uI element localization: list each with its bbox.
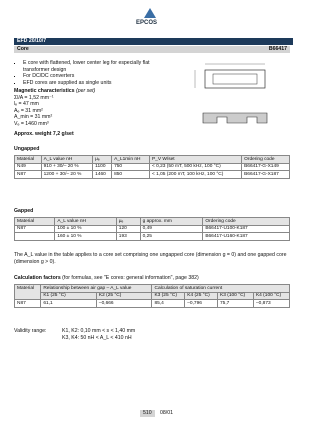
th: K4 (100 °C) (252, 291, 291, 301)
product: EFD 20/10/7 (17, 38, 47, 44)
note: (for formulas, see "E cores: general inf… (62, 275, 199, 281)
td: N87 (13, 224, 56, 234)
th: Material (14, 155, 42, 164)
heading: Gapped (14, 208, 34, 214)
magnetic: Magnetic characteristics (per set) Σl/A … (14, 88, 95, 137)
td: –0,666 (95, 299, 153, 308)
th: μₑ (115, 217, 141, 226)
logo-mark (144, 8, 156, 18)
td: 160 ± 10 % (54, 232, 117, 241)
td: 120 (115, 224, 141, 234)
validity-line: K3, K4: 50 nH < A_L < 410 nH (62, 334, 132, 341)
heading: Ungapped (14, 146, 40, 152)
td: B66417-G-X187 (241, 170, 290, 179)
calc-heading: Calculation factors (for formulas, see "… (14, 275, 290, 282)
td: 85,4 (151, 299, 186, 308)
td: 0,49 (139, 224, 204, 234)
validity-label: Validity range: (14, 328, 47, 334)
bullet: For DC/DC converters (23, 73, 173, 80)
td: 75,7 (217, 299, 254, 308)
th: A_L1min nH (111, 155, 150, 164)
param: Vₑ = 1460 mm³ (14, 120, 49, 127)
td: B66417-U100-K187 (202, 224, 290, 234)
td: B66417-G-X149 (241, 162, 290, 172)
th: Ordering code (241, 155, 290, 164)
note: The A_L value in the table applies to a … (14, 252, 287, 265)
heading: Calculation factors (14, 275, 61, 281)
bullet: E core with flattened, lower center leg … (23, 60, 173, 73)
td: –0,873 (252, 299, 291, 308)
td: 1200 + 30/– 20 % (40, 170, 94, 179)
td: < 0,23 (50 mT, 500 kHz, 100 °C) (148, 162, 243, 172)
td: B66417-U160-K187 (202, 232, 290, 241)
th: P_V W/set (148, 155, 243, 164)
th: Material (13, 217, 56, 226)
bullet: EFD cores are supplied as single units (23, 80, 173, 87)
th: Relationship between air gap – A_L value (40, 284, 153, 293)
page-number: 510 (140, 410, 155, 417)
td: –0,796 (184, 299, 219, 308)
td: 750 (111, 162, 150, 172)
core-drawing (194, 63, 268, 124)
td: 910 + 30/– 20 % (40, 162, 94, 172)
td: 61,1 (40, 299, 97, 308)
td: N87 (14, 170, 42, 179)
gapped-table: Material A_L value nH μₑ g approx. mm Orderi… (13, 217, 290, 241)
th: K4 (25 °C) (184, 291, 219, 301)
logo: EPCOS (130, 6, 170, 26)
param: A_min = 31 mm² (14, 114, 53, 121)
param: Σl/A = 1,52 mm⁻¹ (14, 94, 54, 101)
td: 850 (111, 170, 150, 179)
product-bar: EFD 20/10/7 (14, 38, 293, 45)
th: A_L value nH (40, 155, 94, 164)
th: μₑ (92, 155, 113, 164)
validity-line: K1, K2: 0,10 mm < s < 1,40 mm (62, 328, 136, 334)
td: < 1,05 (200 mT, 100 kHz, 100 °C) (148, 170, 243, 179)
th: Material (13, 283, 42, 301)
logo-text: EPCOS (136, 20, 158, 26)
th: K1 (25 °C) (40, 291, 97, 301)
param: Aₑ = 31 mm² (14, 107, 43, 114)
td: N49 (14, 162, 42, 172)
th: K3 (25 °C) (151, 291, 186, 301)
date: 08/01 (160, 410, 173, 416)
calc-table: Material Relationship between air gap – A… (13, 283, 291, 308)
td: 193 (115, 232, 141, 241)
th: Ordering code (202, 217, 290, 226)
param: lₑ = 47 mm (14, 101, 39, 108)
heading: Magnetic characteristics (14, 88, 75, 94)
th: g approx. mm (139, 217, 204, 226)
bullets: E core with flattened, lower center leg … (14, 60, 173, 86)
th: Calculation of saturation current (151, 284, 290, 293)
section: Core (17, 46, 29, 52)
td: 0,25 (139, 232, 204, 241)
td (13, 232, 56, 241)
validity: K1, K2: 0,10 mm < s < 1,40 mm K3, K4: 50… (62, 328, 135, 341)
td: N87 (13, 299, 42, 308)
section-bar: Core B66417 (14, 46, 290, 53)
ungapped-table: Material A_L value nH μₑ A_L1min nH P_V W/se… (14, 155, 290, 179)
note: (per set) (76, 88, 96, 94)
td: 100 ± 10 % (54, 224, 117, 234)
page: {"logo":"EPCOS", "header":{"product":"EF… (0, 0, 300, 425)
th: K3 (100 °C) (217, 291, 254, 301)
th: A_L value nH (54, 217, 117, 226)
td: 1460 (92, 170, 113, 179)
th: K2 (25 °C) (95, 291, 153, 301)
weight: Approx. weight 7,2 g/set (14, 130, 74, 137)
td: 1100 (92, 162, 113, 172)
code: B66417 (268, 46, 287, 52)
